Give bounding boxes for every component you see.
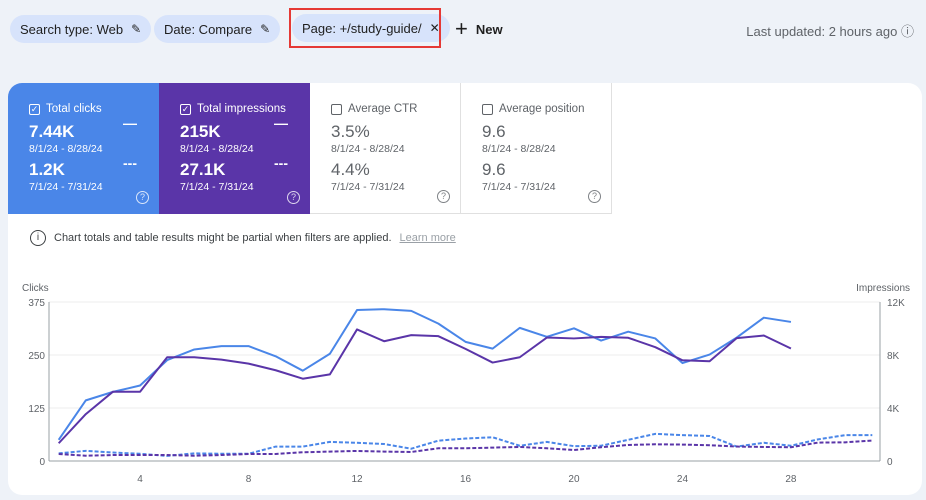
metric-label: Total clicks bbox=[46, 103, 102, 115]
x-tick: 16 bbox=[460, 474, 472, 485]
checkbox-unchecked-icon[interactable] bbox=[331, 103, 342, 115]
series-line-right-dashed bbox=[58, 439, 873, 457]
x-tick: 28 bbox=[785, 474, 797, 485]
last-updated: Last updated: 2 hours ago ⓘ bbox=[746, 21, 914, 40]
solid-line-legend-icon: — bbox=[123, 115, 137, 131]
filter-label: Page: +/study-guide/ bbox=[302, 20, 422, 36]
y-tick-right: 0 bbox=[887, 457, 893, 468]
y-tick-left: 125 bbox=[28, 404, 45, 415]
metric-previous-value: 1.2K bbox=[29, 160, 65, 179]
dashed-line-legend-icon: --- bbox=[123, 155, 137, 171]
series-line-left-dashed bbox=[58, 432, 873, 457]
metric-current-range: 8/1/24 - 8/28/24 bbox=[482, 143, 556, 155]
checkbox-unchecked-icon[interactable] bbox=[482, 103, 493, 115]
help-icon[interactable]: ⓘ bbox=[900, 24, 914, 39]
metric-current-range: 8/1/24 - 8/28/24 bbox=[180, 143, 254, 155]
metric-current-value: 3.5% bbox=[331, 122, 370, 141]
metric-previous-range: 7/1/24 - 7/31/24 bbox=[29, 181, 103, 193]
pencil-icon[interactable]: ✎ bbox=[131, 22, 142, 36]
new-label: New bbox=[475, 21, 503, 37]
metric-tile-total-impressions[interactable]: ✓ Total impressions 215K 8/1/24 - 8/28/24… bbox=[159, 83, 310, 214]
metric-current-range: 8/1/24 - 8/28/24 bbox=[331, 143, 405, 155]
x-tick: 4 bbox=[137, 474, 143, 485]
filter-chip-date[interactable]: Date: Compare ✎ bbox=[154, 15, 281, 43]
metric-previous-range: 7/1/24 - 7/31/24 bbox=[180, 181, 254, 193]
y-tick-left: 250 bbox=[28, 351, 45, 362]
notice-text: Chart totals and table results might be … bbox=[54, 232, 392, 244]
dashed-line-legend-icon: --- bbox=[274, 155, 288, 171]
solid-line-legend-icon: — bbox=[274, 115, 288, 131]
metric-tile-average-ctr[interactable]: Average CTR 3.5% 8/1/24 - 8/28/24 4.4% 7… bbox=[310, 83, 461, 214]
series-line-left-solid bbox=[57, 308, 792, 441]
info-icon: i bbox=[30, 230, 46, 246]
performance-card: ✓ Total clicks 7.44K 8/1/24 - 8/28/24 1.2… bbox=[8, 83, 922, 495]
metric-current-value: 7.44K bbox=[29, 122, 75, 141]
help-icon[interactable]: ? bbox=[588, 190, 601, 203]
metric-current-range: 8/1/24 - 8/28/24 bbox=[29, 143, 103, 155]
metric-previous-value: 27.1K bbox=[180, 160, 226, 179]
metric-label: Total impressions bbox=[197, 103, 286, 115]
y-tick-right: 8K bbox=[887, 351, 900, 362]
help-icon[interactable]: ? bbox=[287, 191, 300, 204]
filter-chip-search-type[interactable]: Search type: Web ✎ bbox=[10, 15, 152, 43]
learn-more-link[interactable]: Learn more bbox=[399, 232, 456, 244]
x-tick: 12 bbox=[351, 474, 363, 485]
checkbox-checked-icon[interactable]: ✓ bbox=[180, 103, 191, 115]
metric-previous-value: 9.6 bbox=[482, 160, 506, 179]
highlight-box bbox=[289, 8, 441, 48]
metric-tile-total-clicks[interactable]: ✓ Total clicks 7.44K 8/1/24 - 8/28/24 1.2… bbox=[8, 83, 159, 214]
metric-label: Average CTR bbox=[348, 103, 418, 115]
metric-previous-value: 4.4% bbox=[331, 160, 370, 179]
x-tick: 8 bbox=[246, 474, 252, 485]
plus-icon: + bbox=[455, 16, 468, 41]
metric-previous-range: 7/1/24 - 7/31/24 bbox=[331, 181, 405, 193]
metric-label: Average position bbox=[499, 103, 585, 115]
last-updated-text: Last updated: 2 hours ago bbox=[746, 24, 898, 39]
help-icon[interactable]: ? bbox=[136, 191, 149, 204]
y-tick-left: 0 bbox=[39, 457, 45, 468]
series-line-right-solid bbox=[57, 328, 792, 444]
y-axis-left-label: Clicks bbox=[22, 283, 49, 294]
y-axis-right-label: Impressions bbox=[856, 283, 910, 294]
metric-current-value: 215K bbox=[180, 122, 221, 141]
checkbox-checked-icon[interactable]: ✓ bbox=[29, 103, 40, 115]
metric-current-value: 9.6 bbox=[482, 122, 506, 141]
pencil-icon[interactable]: ✎ bbox=[260, 22, 271, 36]
y-tick-right: 4K bbox=[887, 404, 900, 415]
close-icon[interactable]: ✕ bbox=[429, 21, 440, 35]
new-filter-button[interactable]: + New bbox=[455, 15, 503, 43]
y-tick-right: 12K bbox=[887, 298, 905, 309]
filter-chip-page[interactable]: Page: +/study-guide/ ✕ bbox=[292, 14, 450, 42]
x-tick: 24 bbox=[677, 474, 689, 485]
y-tick-left: 375 bbox=[28, 298, 45, 309]
partial-data-notice: i Chart totals and table results might b… bbox=[30, 230, 456, 246]
filter-label: Date: Compare bbox=[164, 21, 253, 37]
filter-label: Search type: Web bbox=[20, 21, 124, 37]
help-icon[interactable]: ? bbox=[437, 190, 450, 203]
x-tick: 20 bbox=[568, 474, 580, 485]
metric-previous-range: 7/1/24 - 7/31/24 bbox=[482, 181, 556, 193]
metric-tile-average-position[interactable]: Average position 9.6 8/1/24 - 8/28/24 9.… bbox=[461, 83, 612, 214]
